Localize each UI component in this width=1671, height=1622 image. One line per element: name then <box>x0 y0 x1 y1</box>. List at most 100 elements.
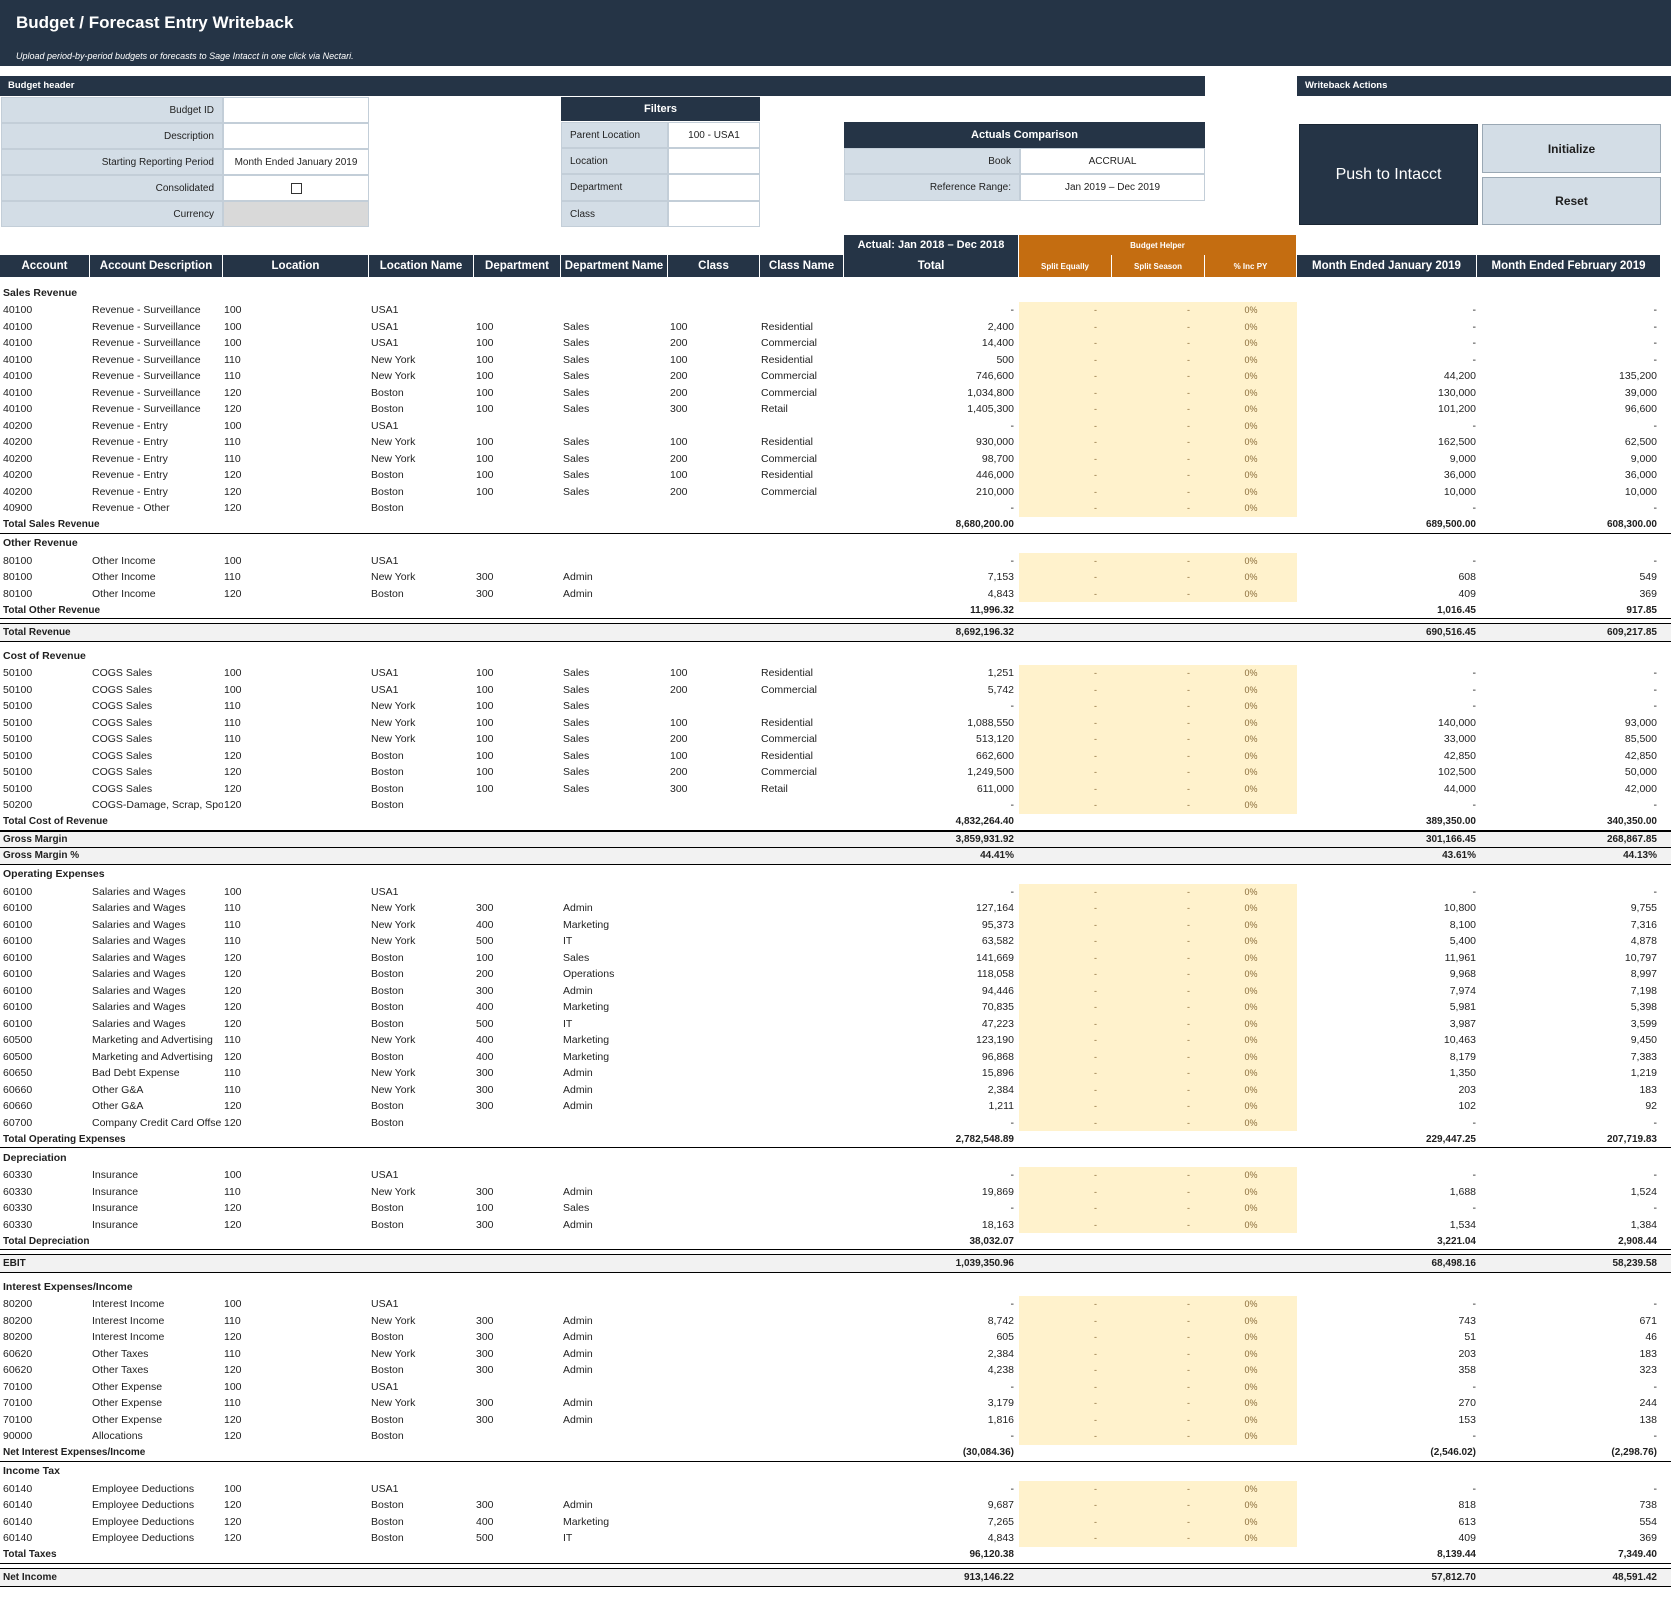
split-equally-cell[interactable]: - <box>1094 1117 1097 1128</box>
month-feb-cell[interactable]: 1,524 <box>1630 1185 1657 1198</box>
split-season-cell[interactable]: - <box>1187 1170 1190 1181</box>
month-jan-cell[interactable]: 11,961 <box>1444 951 1476 964</box>
col-location[interactable]: Location <box>223 255 369 277</box>
split-season-cell[interactable]: - <box>1187 572 1190 583</box>
col-location-name[interactable]: Location Name <box>369 255 474 277</box>
split-equally-cell[interactable]: - <box>1094 1431 1097 1442</box>
month-feb-cell[interactable]: - <box>1653 700 1658 713</box>
inc-py-cell[interactable]: 0% <box>1244 1101 1258 1112</box>
inc-py-cell[interactable]: 0% <box>1244 1365 1258 1376</box>
month-jan-cell[interactable]: 743 <box>1458 1314 1476 1327</box>
month-feb-cell[interactable]: 369 <box>1639 1532 1657 1545</box>
month-jan-cell[interactable]: 608 <box>1458 571 1476 584</box>
month-feb-cell[interactable]: 7,316 <box>1630 918 1657 931</box>
split-season-cell[interactable]: - <box>1187 668 1190 679</box>
split-equally-cell[interactable]: - <box>1094 1068 1097 1079</box>
split-season-cell[interactable]: - <box>1187 305 1190 316</box>
inc-py-cell[interactable]: 0% <box>1244 936 1258 947</box>
month-jan-cell[interactable]: 1,688 <box>1449 1185 1476 1198</box>
inc-py-cell[interactable]: 0% <box>1244 750 1258 761</box>
split-season-cell[interactable]: - <box>1187 321 1190 332</box>
split-equally-cell[interactable]: - <box>1094 800 1097 811</box>
month-feb-cell[interactable]: - <box>1653 1298 1658 1311</box>
month-feb-cell[interactable]: 5,398 <box>1630 1001 1657 1014</box>
month-feb-cell[interactable]: - <box>1653 353 1658 366</box>
split-equally-cell[interactable]: - <box>1094 1101 1097 1112</box>
inc-py-cell[interactable]: 0% <box>1244 371 1258 382</box>
month-jan-cell[interactable]: 102 <box>1458 1100 1476 1113</box>
inc-py-cell[interactable]: 0% <box>1244 1186 1258 1197</box>
month-feb-cell[interactable]: 738 <box>1639 1499 1657 1512</box>
month-jan-cell[interactable]: 51 <box>1464 1331 1476 1344</box>
month-feb-cell[interactable]: - <box>1653 1380 1658 1393</box>
inc-py-cell[interactable]: 0% <box>1244 1516 1258 1527</box>
inc-py-cell[interactable]: 0% <box>1244 1348 1258 1359</box>
split-season-cell[interactable]: - <box>1187 470 1190 481</box>
month-jan-cell[interactable]: - <box>1472 1430 1477 1443</box>
month-feb-cell[interactable]: 369 <box>1639 587 1657 600</box>
inc-py-cell[interactable]: 0% <box>1244 1018 1258 1029</box>
inc-py-cell[interactable]: 0% <box>1244 305 1258 316</box>
month-jan-cell[interactable]: 8,100 <box>1449 918 1476 931</box>
month-feb-cell[interactable]: - <box>1653 304 1658 317</box>
split-season-cell[interactable]: - <box>1187 1365 1190 1376</box>
split-season-cell[interactable]: - <box>1187 969 1190 980</box>
month-jan-cell[interactable]: 203 <box>1458 1083 1476 1096</box>
split-equally-cell[interactable]: - <box>1094 453 1097 464</box>
split-season-cell[interactable]: - <box>1187 1018 1190 1029</box>
inc-py-cell[interactable]: 0% <box>1244 668 1258 679</box>
split-equally-cell[interactable]: - <box>1094 1186 1097 1197</box>
split-season-cell[interactable]: - <box>1187 919 1190 930</box>
split-equally-cell[interactable]: - <box>1094 1315 1097 1326</box>
inc-py-cell[interactable]: 0% <box>1244 684 1258 695</box>
month-jan-cell[interactable]: - <box>1472 1298 1477 1311</box>
inc-py-cell[interactable]: 0% <box>1244 952 1258 963</box>
split-equally-cell[interactable]: - <box>1094 985 1097 996</box>
split-equally-cell[interactable]: - <box>1094 1500 1097 1511</box>
split-season-cell[interactable]: - <box>1187 936 1190 947</box>
inc-py-cell[interactable]: 0% <box>1244 1203 1258 1214</box>
month-feb-cell[interactable]: - <box>1653 799 1658 812</box>
split-season-cell[interactable]: - <box>1187 588 1190 599</box>
inc-py-cell[interactable]: 0% <box>1244 1431 1258 1442</box>
month-jan-cell[interactable]: - <box>1472 353 1477 366</box>
split-season-cell[interactable]: - <box>1187 701 1190 712</box>
month-feb-cell[interactable]: 7,383 <box>1630 1050 1657 1063</box>
split-equally-cell[interactable]: - <box>1094 668 1097 679</box>
month-feb-cell[interactable]: 42,850 <box>1624 749 1657 762</box>
month-jan-cell[interactable]: - <box>1472 304 1477 317</box>
split-equally-cell[interactable]: - <box>1094 420 1097 431</box>
month-feb-cell[interactable]: 9,450 <box>1630 1034 1657 1047</box>
month-feb-cell[interactable]: 8,997 <box>1630 968 1657 981</box>
split-season-cell[interactable]: - <box>1187 1186 1190 1197</box>
split-equally-cell[interactable]: - <box>1094 1084 1097 1095</box>
split-season-cell[interactable]: - <box>1187 1068 1190 1079</box>
split-season-cell[interactable]: - <box>1187 503 1190 514</box>
month-jan-cell[interactable]: 5,400 <box>1449 935 1476 948</box>
month-jan-cell[interactable]: 130,000 <box>1438 386 1476 399</box>
month-feb-cell[interactable]: 93,000 <box>1624 716 1657 729</box>
month-jan-cell[interactable]: - <box>1472 1380 1477 1393</box>
inc-py-cell[interactable]: 0% <box>1244 1219 1258 1230</box>
month-feb-cell[interactable]: 46 <box>1645 1331 1657 1344</box>
initialize-button[interactable]: Initialize <box>1482 124 1661 173</box>
inc-py-cell[interactable]: 0% <box>1244 470 1258 481</box>
inc-py-cell[interactable]: 0% <box>1244 404 1258 415</box>
split-equally-cell[interactable]: - <box>1094 952 1097 963</box>
split-season-cell[interactable]: - <box>1187 387 1190 398</box>
month-jan-cell[interactable]: - <box>1472 885 1477 898</box>
month-feb-cell[interactable]: - <box>1653 683 1658 696</box>
inc-py-cell[interactable]: 0% <box>1244 437 1258 448</box>
inc-py-cell[interactable]: 0% <box>1244 1170 1258 1181</box>
split-season-cell[interactable]: - <box>1187 1035 1190 1046</box>
split-equally-cell[interactable]: - <box>1094 750 1097 761</box>
inc-py-cell[interactable]: 0% <box>1244 767 1258 778</box>
col-account-description[interactable]: Account Description <box>90 255 223 277</box>
reset-button[interactable]: Reset <box>1482 177 1661 225</box>
split-equally-cell[interactable]: - <box>1094 684 1097 695</box>
inc-py-cell[interactable]: 0% <box>1244 338 1258 349</box>
inc-py-cell[interactable]: 0% <box>1244 985 1258 996</box>
split-equally-cell[interactable]: - <box>1094 588 1097 599</box>
month-jan-cell[interactable]: - <box>1472 1202 1477 1215</box>
col-total[interactable]: Total <box>844 255 1019 277</box>
